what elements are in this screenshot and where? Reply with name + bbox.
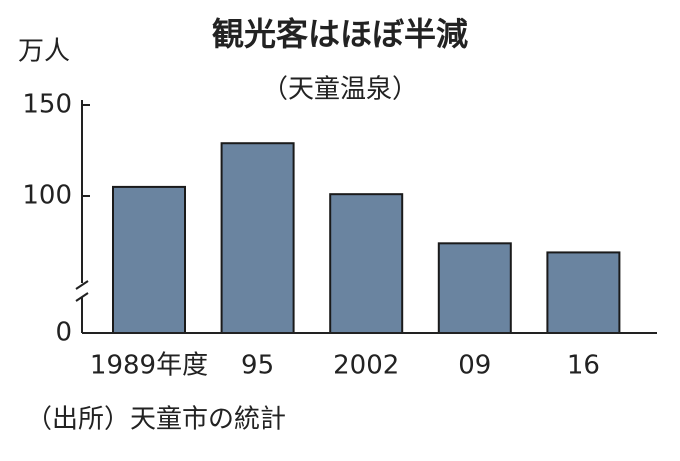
chart-title: 観光客はほぼ半減 (212, 15, 468, 53)
bar (546, 251, 621, 334)
x-tick-label: 2002 (333, 351, 399, 381)
x-tick-label: 1989年度 (90, 351, 208, 381)
y-tick-label: 100 (22, 181, 72, 211)
chart-subtitle: （天童温泉） (262, 75, 418, 105)
x-tick-label: 95 (241, 351, 274, 381)
y-tick-label: 150 (22, 90, 72, 120)
bar (112, 185, 186, 334)
bar (220, 142, 295, 334)
x-tick-label: 16 (567, 351, 600, 381)
y-axis-label: 万人 (18, 37, 70, 67)
bar (329, 193, 404, 334)
y-tick-label: 0 (55, 318, 72, 348)
source: （出所）天童市の統計 (26, 405, 286, 435)
axis-break (75, 280, 89, 302)
bar (437, 242, 512, 335)
x-tick-label: 09 (458, 351, 491, 381)
